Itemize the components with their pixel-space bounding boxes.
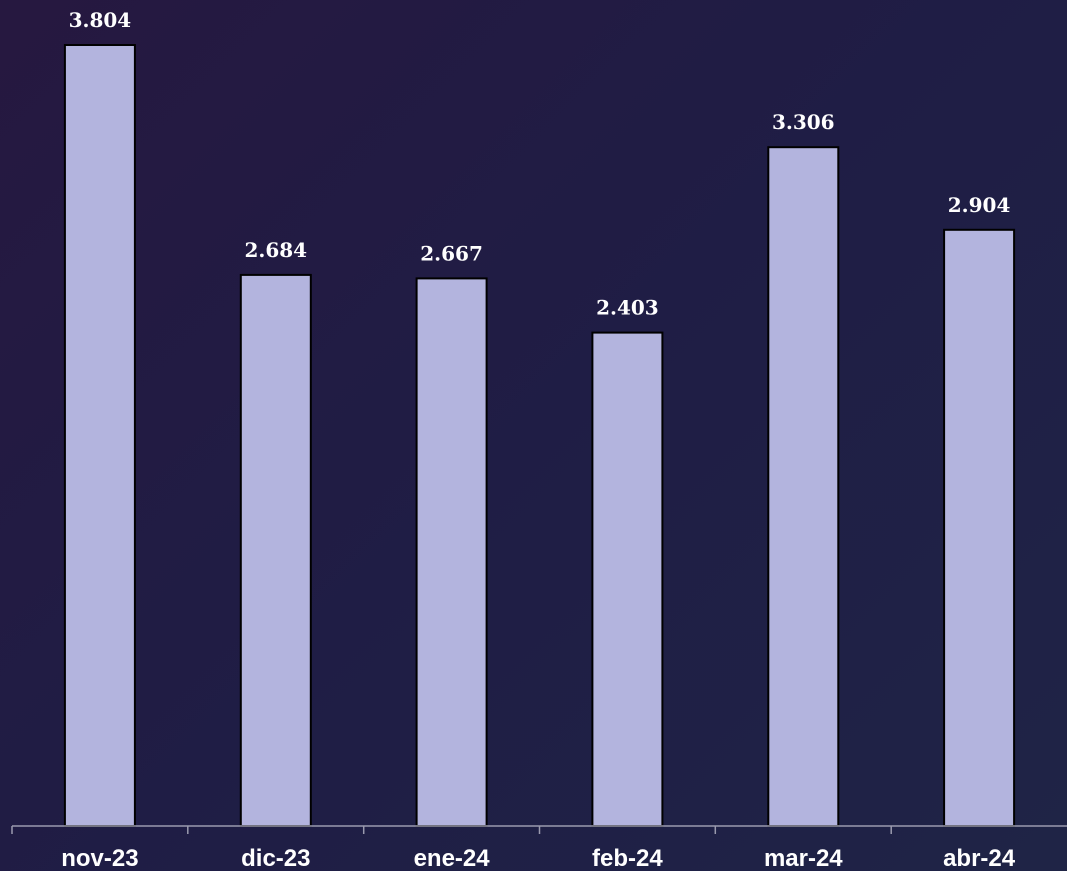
tick-label-nov-23: nov-23 bbox=[61, 845, 138, 871]
bar-mar-24 bbox=[767, 146, 840, 827]
value-label-feb-24: 2.403 bbox=[596, 296, 659, 320]
tick-label-dic-23: dic-23 bbox=[241, 845, 310, 871]
tick-label-abr-24: abr-24 bbox=[943, 845, 1016, 871]
bar-feb-24 bbox=[591, 331, 664, 827]
tick-label-ene-24: ene-24 bbox=[414, 845, 491, 871]
value-label-nov-23: 3.804 bbox=[69, 8, 132, 32]
value-label-abr-24: 2.904 bbox=[948, 193, 1011, 217]
value-label-ene-24: 2.667 bbox=[420, 241, 483, 265]
bar-nov-23 bbox=[63, 44, 136, 827]
bar-dic-23 bbox=[239, 273, 312, 827]
bars-group bbox=[63, 44, 1016, 828]
value-label-mar-24: 3.306 bbox=[772, 110, 835, 134]
tick-label-mar-24: mar-24 bbox=[764, 845, 843, 871]
x-axis-ticks bbox=[11, 826, 892, 834]
bar-ene-24 bbox=[415, 277, 488, 827]
tick-label-feb-24: feb-24 bbox=[592, 845, 663, 871]
x-axis-tick-labels: nov-23 dic-23 ene-24 feb-24 mar-24 abr-24 bbox=[61, 845, 1016, 871]
bar-abr-24 bbox=[943, 228, 1016, 828]
value-label-dic-23: 2.684 bbox=[244, 238, 307, 262]
value-labels-group: 3.804 2.684 2.667 2.403 3.306 2.904 bbox=[69, 8, 1011, 320]
